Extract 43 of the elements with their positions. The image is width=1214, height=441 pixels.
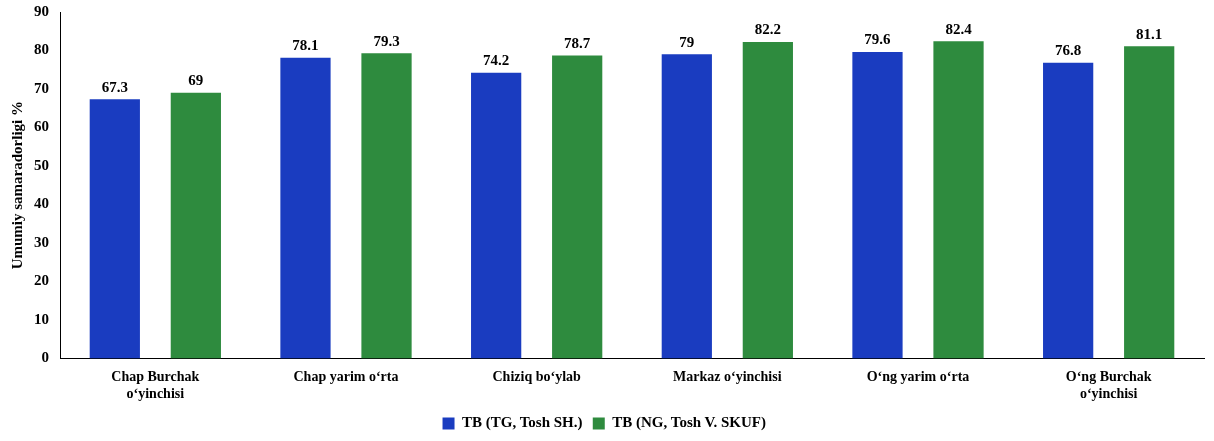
bar <box>280 57 331 359</box>
data-label: 78.1 <box>292 37 319 54</box>
data-label: 79.3 <box>373 32 400 49</box>
y-tick-label: 80 <box>34 41 49 58</box>
y-tick-label: 10 <box>34 310 49 327</box>
bar <box>742 42 793 359</box>
bar <box>1124 46 1175 359</box>
bar <box>1043 62 1094 359</box>
x-tick-label: Chap yarim o‘rta <box>293 369 399 385</box>
y-tick-label: 50 <box>34 156 49 173</box>
y-tick-label: 30 <box>34 233 49 250</box>
x-tick-label: Chiziq bo‘ylab <box>492 369 582 385</box>
x-tick-label: Chap Burchak o‘yinchisi <box>111 369 200 402</box>
data-label: 67.3 <box>101 78 128 95</box>
bar <box>661 54 712 359</box>
data-label: 76.8 <box>1055 42 1082 59</box>
bar <box>170 92 221 359</box>
x-tick-label: O‘ng Burchak o‘yinchisi <box>1065 369 1152 402</box>
bar <box>933 41 984 359</box>
data-label: 69 <box>188 72 204 89</box>
x-tick-label: O‘ng yarim o‘rta <box>866 369 970 385</box>
data-label: 78.7 <box>564 34 591 51</box>
bar <box>552 55 603 359</box>
data-label: 79.6 <box>864 31 892 48</box>
bar <box>89 99 140 359</box>
legend-label: TB (TG, Tosh SH.) <box>462 414 583 432</box>
legend-label: TB (NG, Tosh V. SKUF) <box>612 414 766 432</box>
data-label: 74.2 <box>483 52 510 69</box>
y-tick-label: 0 <box>41 349 49 366</box>
y-tick-label: 70 <box>34 79 49 96</box>
data-label: 79 <box>679 33 695 50</box>
y-tick-label: 90 <box>34 2 49 19</box>
x-tick-label: Markaz o‘yinchisi <box>673 369 782 385</box>
data-label: 82.4 <box>945 20 973 37</box>
y-axis-title: Umumiy samaradorligi % <box>8 101 25 270</box>
y-tick-label: 20 <box>34 272 49 289</box>
bar <box>361 53 412 359</box>
data-label: 82.2 <box>754 21 781 38</box>
y-tick-label: 40 <box>34 195 49 212</box>
bar <box>852 52 903 359</box>
data-label: 81.1 <box>1136 25 1163 42</box>
bar <box>471 72 522 359</box>
y-tick-label: 60 <box>34 118 49 135</box>
